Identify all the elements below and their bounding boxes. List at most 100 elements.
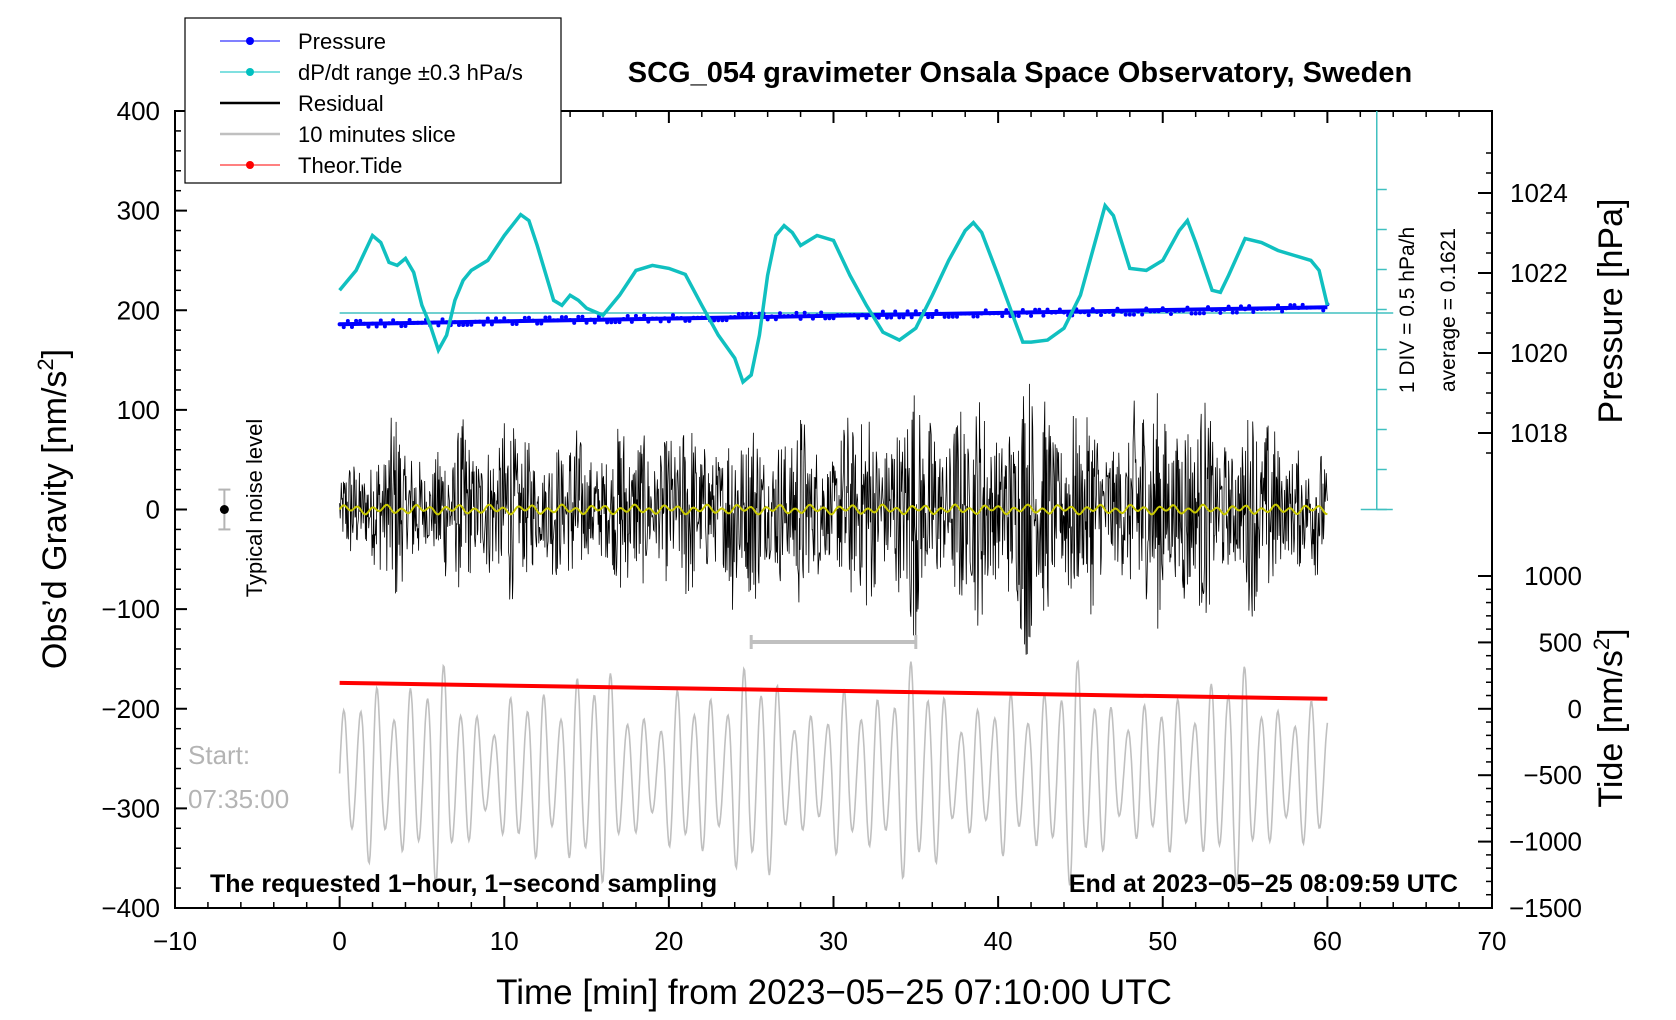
legend-entry: Pressure xyxy=(220,29,386,54)
pressure-point xyxy=(992,311,997,316)
pressure-point xyxy=(1123,312,1128,317)
x-tick-label: 60 xyxy=(1313,926,1342,956)
legend-swatch-marker xyxy=(246,37,254,45)
pressure-point xyxy=(699,315,704,320)
pressure-point xyxy=(440,317,445,322)
pressure-point xyxy=(1238,304,1243,309)
pressure-point xyxy=(1206,305,1211,310)
pressure-point xyxy=(860,312,865,317)
noise-bar-dot xyxy=(219,505,229,514)
pressure-point xyxy=(757,311,762,316)
pressure-point xyxy=(1148,309,1153,314)
pressure-point xyxy=(1321,308,1326,313)
pressure-point xyxy=(954,314,959,319)
tide-tick-label: 500 xyxy=(1539,627,1582,657)
pressure-point xyxy=(959,311,964,316)
pressure-point xyxy=(617,320,622,325)
pressure-point xyxy=(1144,306,1149,311)
pressure-point xyxy=(740,311,745,316)
pressure-point xyxy=(399,324,404,329)
pressure-point xyxy=(1119,309,1124,314)
pressure-point xyxy=(535,321,540,326)
pressure-point xyxy=(745,311,750,316)
pressure-point xyxy=(683,318,688,323)
pressure-point xyxy=(1037,307,1042,312)
pressure-point xyxy=(712,318,717,323)
pressure-point xyxy=(358,318,363,323)
tide-tick-label: −500 xyxy=(1523,760,1582,790)
pressure-point xyxy=(621,317,626,322)
pressure-point xyxy=(563,315,568,320)
pressure-point xyxy=(477,319,482,324)
pressure-point xyxy=(1181,308,1186,313)
pressure-point xyxy=(1313,305,1318,310)
y-axis-pressure: 1018 1020 1022 1024 xyxy=(1478,152,1568,454)
pressure-point xyxy=(1057,307,1062,312)
pressure-point xyxy=(687,318,692,323)
pressure-point xyxy=(345,319,350,324)
dpdt-curve xyxy=(338,201,1330,385)
pressure-point xyxy=(736,311,741,316)
pressure-point xyxy=(1271,306,1276,311)
y-tick-label: −100 xyxy=(101,594,160,624)
y-axis-gravity: −400 −300 −200 −100 0 100 200 300 400 xyxy=(101,96,187,923)
pressure-point xyxy=(934,308,939,313)
x-axis-label: Time [min] from 2023−05−25 07:10:00 UTC xyxy=(496,973,1172,1012)
y-tick-label: 300 xyxy=(117,196,160,226)
pressure-point xyxy=(897,315,902,320)
tide-axis-label: Tide [nm/s2] xyxy=(1589,628,1630,807)
pressure-point xyxy=(769,314,774,319)
pressure-point xyxy=(605,320,610,325)
pressure-point xyxy=(1082,310,1087,315)
pressure-point xyxy=(1308,305,1313,310)
pressure-point xyxy=(1136,309,1141,314)
pressure-point xyxy=(847,313,852,318)
slice-trace xyxy=(338,659,1329,889)
y-axis-tide: −1500 −1000 −500 0 500 1000 xyxy=(1478,561,1582,923)
pressure-point xyxy=(987,311,992,316)
pressure-point xyxy=(498,319,503,324)
legend-swatch-marker xyxy=(246,68,254,76)
pressure-point xyxy=(1041,313,1046,318)
pressure-point xyxy=(1053,310,1058,315)
y-tick-label: 400 xyxy=(117,96,160,126)
pressure-point xyxy=(1243,307,1248,312)
x-tick-label: 10 xyxy=(490,926,519,956)
pressure-point xyxy=(1255,306,1260,311)
pressure-point xyxy=(1016,313,1021,318)
pressure-point xyxy=(753,314,758,319)
y-tick-label: 0 xyxy=(146,495,160,525)
pressure-point xyxy=(864,315,869,320)
pressure-point xyxy=(852,312,857,317)
slice-bracket xyxy=(749,635,918,650)
pressure-point xyxy=(646,319,651,324)
pressure-point xyxy=(452,320,457,325)
pressure-point xyxy=(1160,306,1165,311)
pressure-point xyxy=(1111,312,1116,317)
pressure-point xyxy=(967,311,972,316)
start-time: 07:35:00 xyxy=(188,784,289,814)
pressure-point xyxy=(827,316,832,321)
legend-entry: Residual xyxy=(220,91,384,116)
pressure-point xyxy=(839,313,844,318)
pressure-point xyxy=(354,318,359,323)
pressure-point xyxy=(1288,303,1293,308)
legend-entry: 10 minutes slice xyxy=(220,122,456,147)
pressure-point xyxy=(720,318,725,323)
chart-title: SCG_054 gravimeter Onsala Space Observat… xyxy=(628,57,1412,89)
legend: Pressure dP/dt range ±0.3 hPa/s Residual 10… xyxy=(184,17,562,184)
pressure-point xyxy=(1020,307,1025,312)
legend-label: Pressure xyxy=(298,29,386,54)
pressure-point xyxy=(378,318,383,323)
pressure-point xyxy=(1152,309,1157,314)
pressure-point xyxy=(374,324,379,329)
pressure-point xyxy=(489,322,494,327)
pressure-point xyxy=(798,316,803,321)
pressure-point xyxy=(1094,310,1099,315)
pressure-point xyxy=(1000,314,1005,319)
pressure-point xyxy=(1296,305,1301,310)
pressure-point xyxy=(1029,313,1034,318)
pressure-point xyxy=(1263,306,1268,311)
pressure-point xyxy=(572,320,577,325)
pressure-point xyxy=(514,321,519,326)
